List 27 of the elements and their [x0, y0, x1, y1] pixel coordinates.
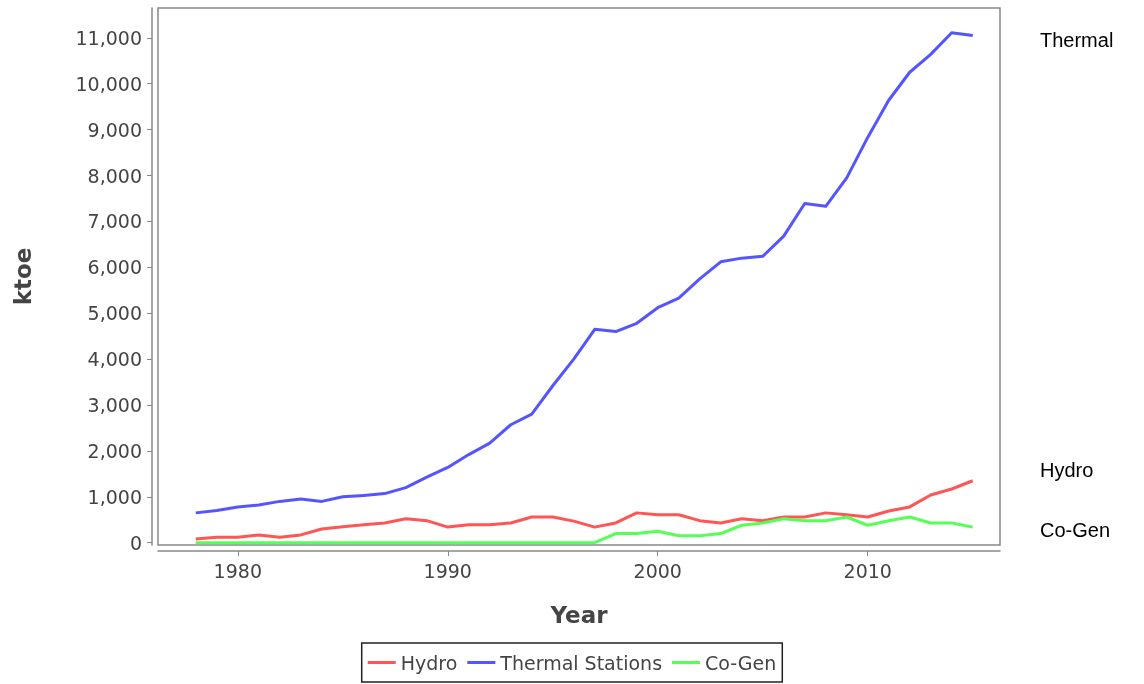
text: Co-Gen: [1040, 519, 1111, 541]
x-axis-title: Year: [549, 601, 609, 628]
y-tick-label: 8,000: [87, 164, 142, 187]
y-tick-label: 6,000: [87, 256, 142, 279]
text: Hydro: [1040, 459, 1094, 481]
x-tick-label: 2010: [843, 559, 892, 582]
x-tick-label: 1990: [423, 559, 472, 582]
text: Thermal: [1040, 29, 1114, 51]
y-tick-label: 11,000: [75, 26, 142, 49]
line-series: [194, 31, 975, 515]
x-tick-label: 1980: [213, 559, 262, 582]
line-series: [194, 479, 975, 541]
x-tick-label: 2000: [633, 559, 682, 582]
y-tick-label: 3,000: [87, 394, 142, 417]
y-tick-label: 2,000: [87, 439, 142, 462]
line-series: [194, 515, 975, 545]
y-tick-label: 4,000: [87, 348, 142, 371]
y-tick-label: 10,000: [75, 72, 142, 95]
legend-label: Hydro: [400, 651, 458, 674]
y-tick-label: 7,000: [87, 210, 142, 233]
legend-label: Co-Gen: [705, 651, 777, 674]
y-axis-title: ktoe: [9, 247, 36, 306]
y-tick-label: 5,000: [87, 302, 142, 325]
y-tick-label: 9,000: [87, 118, 142, 141]
y-tick-label: 1,000: [87, 485, 142, 508]
legend-label: Thermal Stations: [499, 651, 663, 674]
y-tick-label: 0: [129, 531, 142, 554]
